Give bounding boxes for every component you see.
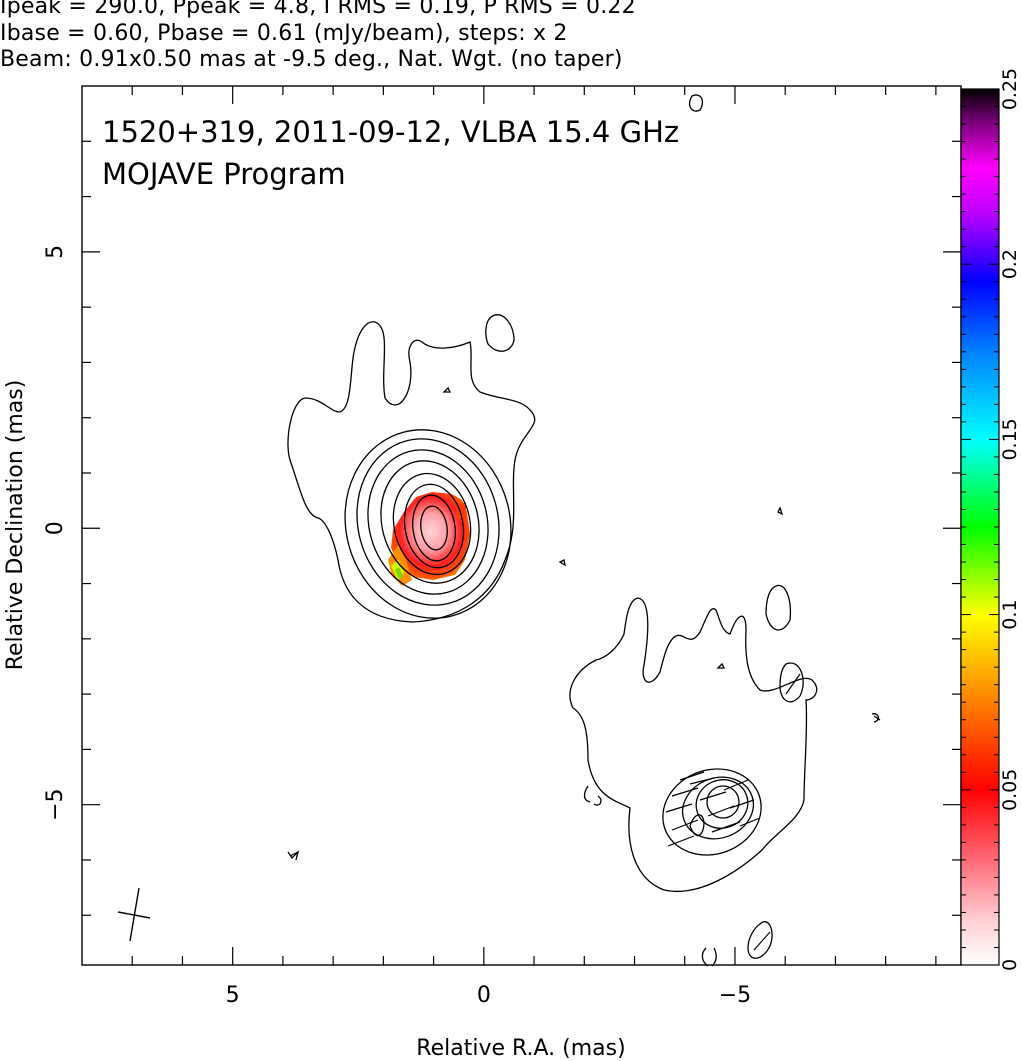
y-axis-label: Relative Declination (mas): [3, 380, 28, 671]
x-axis-label: Relative R.A. (mas): [416, 1036, 625, 1061]
y-tick-label: 0: [43, 521, 68, 535]
colorbar-tick-label: 0.1: [999, 599, 1021, 629]
colorbar-tick-label: 0.05: [999, 769, 1021, 811]
plot-frame: [81, 85, 962, 966]
colorbar: [960, 88, 1000, 966]
x-tick-label: −5: [719, 983, 751, 1008]
x-tick-label: 0: [477, 983, 491, 1008]
header-line-1: Ipeak = 290.0, Ppeak = 4.8, I RMS = 0.19…: [0, 0, 636, 19]
x-tick-label: 5: [226, 983, 240, 1008]
source-label: 1520+319, 2011-09-12, VLBA 15.4 GHz: [102, 115, 679, 149]
header-line-2: Ibase = 0.60, Pbase = 0.61 (mJy/beam), s…: [0, 21, 568, 46]
y-tick-label: 5: [43, 245, 68, 259]
header-line-3: Beam: 0.91x0.50 mas at -9.5 deg., Nat. W…: [0, 47, 623, 72]
axis-tick-labels: 5 0 −5 5 0 −5: [43, 245, 751, 1008]
core-contours: [287, 314, 566, 623]
secondary-contours: [287, 94, 880, 967]
colorbar-tick-label: 0: [999, 959, 1021, 971]
colorbar-tick-label: 0.25: [999, 68, 1021, 110]
y-tick-label: −5: [43, 788, 68, 820]
colorbar-tick-label: 0.2: [999, 249, 1021, 279]
polarization-vectors: [289, 673, 881, 951]
colorbar-tick-label: 0.15: [999, 418, 1021, 460]
colorbar-tick-labels: 0 0.05 0.1 0.15 0.2 0.25: [999, 68, 1021, 971]
axis-ticks: [82, 86, 961, 965]
beam-cross: [117, 887, 151, 942]
colorbar-ticks: [961, 88, 999, 966]
program-label: MOJAVE Program: [102, 157, 346, 191]
